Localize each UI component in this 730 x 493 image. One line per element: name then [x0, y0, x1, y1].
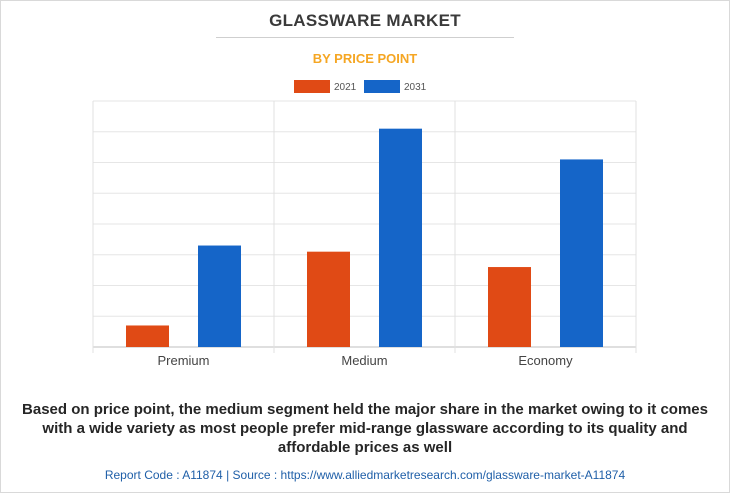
legend-label-2021: 2021 — [334, 82, 357, 93]
bar-2021-medium — [307, 251, 350, 347]
bar-2021-premium — [126, 325, 169, 347]
report-code: Report Code : A11874 — [104, 468, 223, 482]
bar-2031-premium — [198, 245, 241, 347]
x-tick-label: Medium — [341, 353, 387, 368]
x-tick-label: Economy — [518, 353, 573, 368]
legend-swatch-2031 — [364, 80, 400, 93]
footer-separator: | — [226, 468, 230, 482]
chart-caption: Based on price point, the medium segment… — [22, 401, 708, 456]
legend-label-2031: 2031 — [404, 82, 427, 93]
bar-chart: Premium Medium Economy 2021 2031 — [92, 80, 637, 368]
bar-2031-economy — [560, 159, 603, 347]
bar-2031-medium — [379, 128, 422, 347]
title-divider — [216, 37, 514, 38]
bar-2021-economy — [488, 267, 531, 347]
x-tick-label: Premium — [157, 353, 209, 368]
source-footer: Report Code : A11874 | Source : https://… — [0, 468, 730, 482]
source-link[interactable]: Source : https://www.alliedmarketresearc… — [232, 468, 626, 482]
chart-title: GLASSWARE MARKET — [269, 11, 461, 30]
chart-subtitle: BY PRICE POINT — [312, 51, 418, 66]
legend-swatch-2021 — [294, 80, 330, 93]
